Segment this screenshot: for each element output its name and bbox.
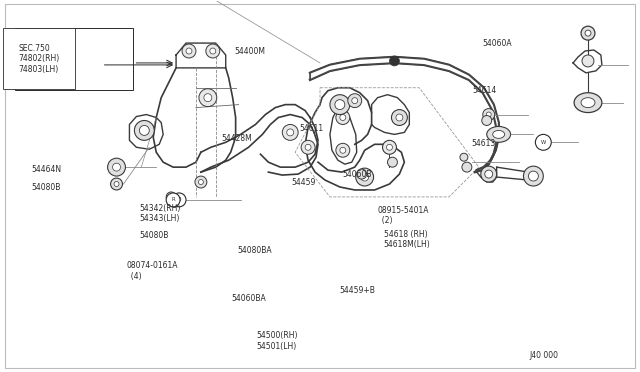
Circle shape [536,134,551,150]
Text: 54342(RH)
54343(LH): 54342(RH) 54343(LH) [139,204,180,224]
Circle shape [392,110,407,125]
Circle shape [287,129,294,136]
Circle shape [462,162,472,172]
Circle shape [113,163,120,171]
Text: 54428M: 54428M [221,134,252,142]
Circle shape [108,158,125,176]
Circle shape [305,144,311,150]
Text: 54464N: 54464N [31,165,61,174]
Circle shape [483,109,495,121]
Circle shape [114,182,119,186]
Circle shape [340,115,346,121]
Text: J40 000: J40 000 [530,351,559,360]
Circle shape [186,48,192,54]
Circle shape [206,44,220,58]
Circle shape [198,180,204,185]
Circle shape [282,125,298,140]
Circle shape [585,30,591,36]
Circle shape [301,140,315,154]
Circle shape [335,100,345,110]
Circle shape [182,44,196,58]
Text: 08915-5401A
  (2): 08915-5401A (2) [377,206,429,225]
Circle shape [195,176,207,188]
Text: 54060A: 54060A [482,39,511,48]
Circle shape [330,95,350,115]
Text: SEC.750
74802(RH)
74803(LH): SEC.750 74802(RH) 74803(LH) [19,44,60,74]
Circle shape [383,140,396,154]
Circle shape [486,112,492,117]
Circle shape [134,121,154,140]
Text: 54080B: 54080B [31,183,60,192]
FancyBboxPatch shape [15,28,133,90]
Text: 54614: 54614 [472,86,497,94]
Text: 54080BA: 54080BA [237,246,272,255]
Circle shape [204,94,212,102]
Text: SEC.750
74802(RH)
74803(LH): SEC.750 74802(RH) 74803(LH) [19,44,60,74]
Circle shape [356,168,374,186]
Circle shape [481,166,497,182]
Circle shape [581,26,595,40]
Circle shape [348,94,362,108]
Circle shape [390,56,399,66]
Text: 54613: 54613 [471,139,495,148]
Text: 54060B: 54060B [342,170,372,179]
Circle shape [396,114,403,121]
Circle shape [387,144,392,150]
Text: 54500(RH)
54501(LH): 54500(RH) 54501(LH) [257,331,298,351]
Circle shape [387,157,397,167]
Text: 54618 (RH)
54618M(LH): 54618 (RH) 54618M(LH) [383,230,430,249]
Ellipse shape [487,126,511,142]
Circle shape [111,178,122,190]
Polygon shape [310,57,499,172]
Circle shape [140,125,149,135]
Circle shape [172,193,186,207]
Text: 54080B: 54080B [139,231,168,240]
Circle shape [166,192,176,202]
Ellipse shape [581,98,595,108]
Text: 54459+B: 54459+B [339,286,375,295]
Text: R: R [172,198,175,202]
Circle shape [336,110,350,125]
Ellipse shape [493,131,504,138]
Circle shape [524,166,543,186]
Circle shape [340,147,346,153]
Circle shape [361,173,369,181]
Circle shape [210,48,216,54]
Text: W: W [541,140,546,145]
Circle shape [529,171,538,181]
Circle shape [199,89,217,107]
Circle shape [336,143,350,157]
Circle shape [484,170,493,178]
Circle shape [482,116,492,125]
Text: 54400M: 54400M [234,47,265,56]
Circle shape [166,193,180,207]
Text: 54459: 54459 [291,178,316,187]
Circle shape [356,169,367,179]
Ellipse shape [574,93,602,113]
Text: 54611: 54611 [300,124,324,133]
Circle shape [582,55,594,67]
Circle shape [352,98,358,104]
Text: 08074-0161A
  (4): 08074-0161A (4) [126,261,178,280]
Circle shape [460,153,468,161]
Text: 54060BA: 54060BA [231,294,266,303]
Text: B: B [177,198,181,202]
